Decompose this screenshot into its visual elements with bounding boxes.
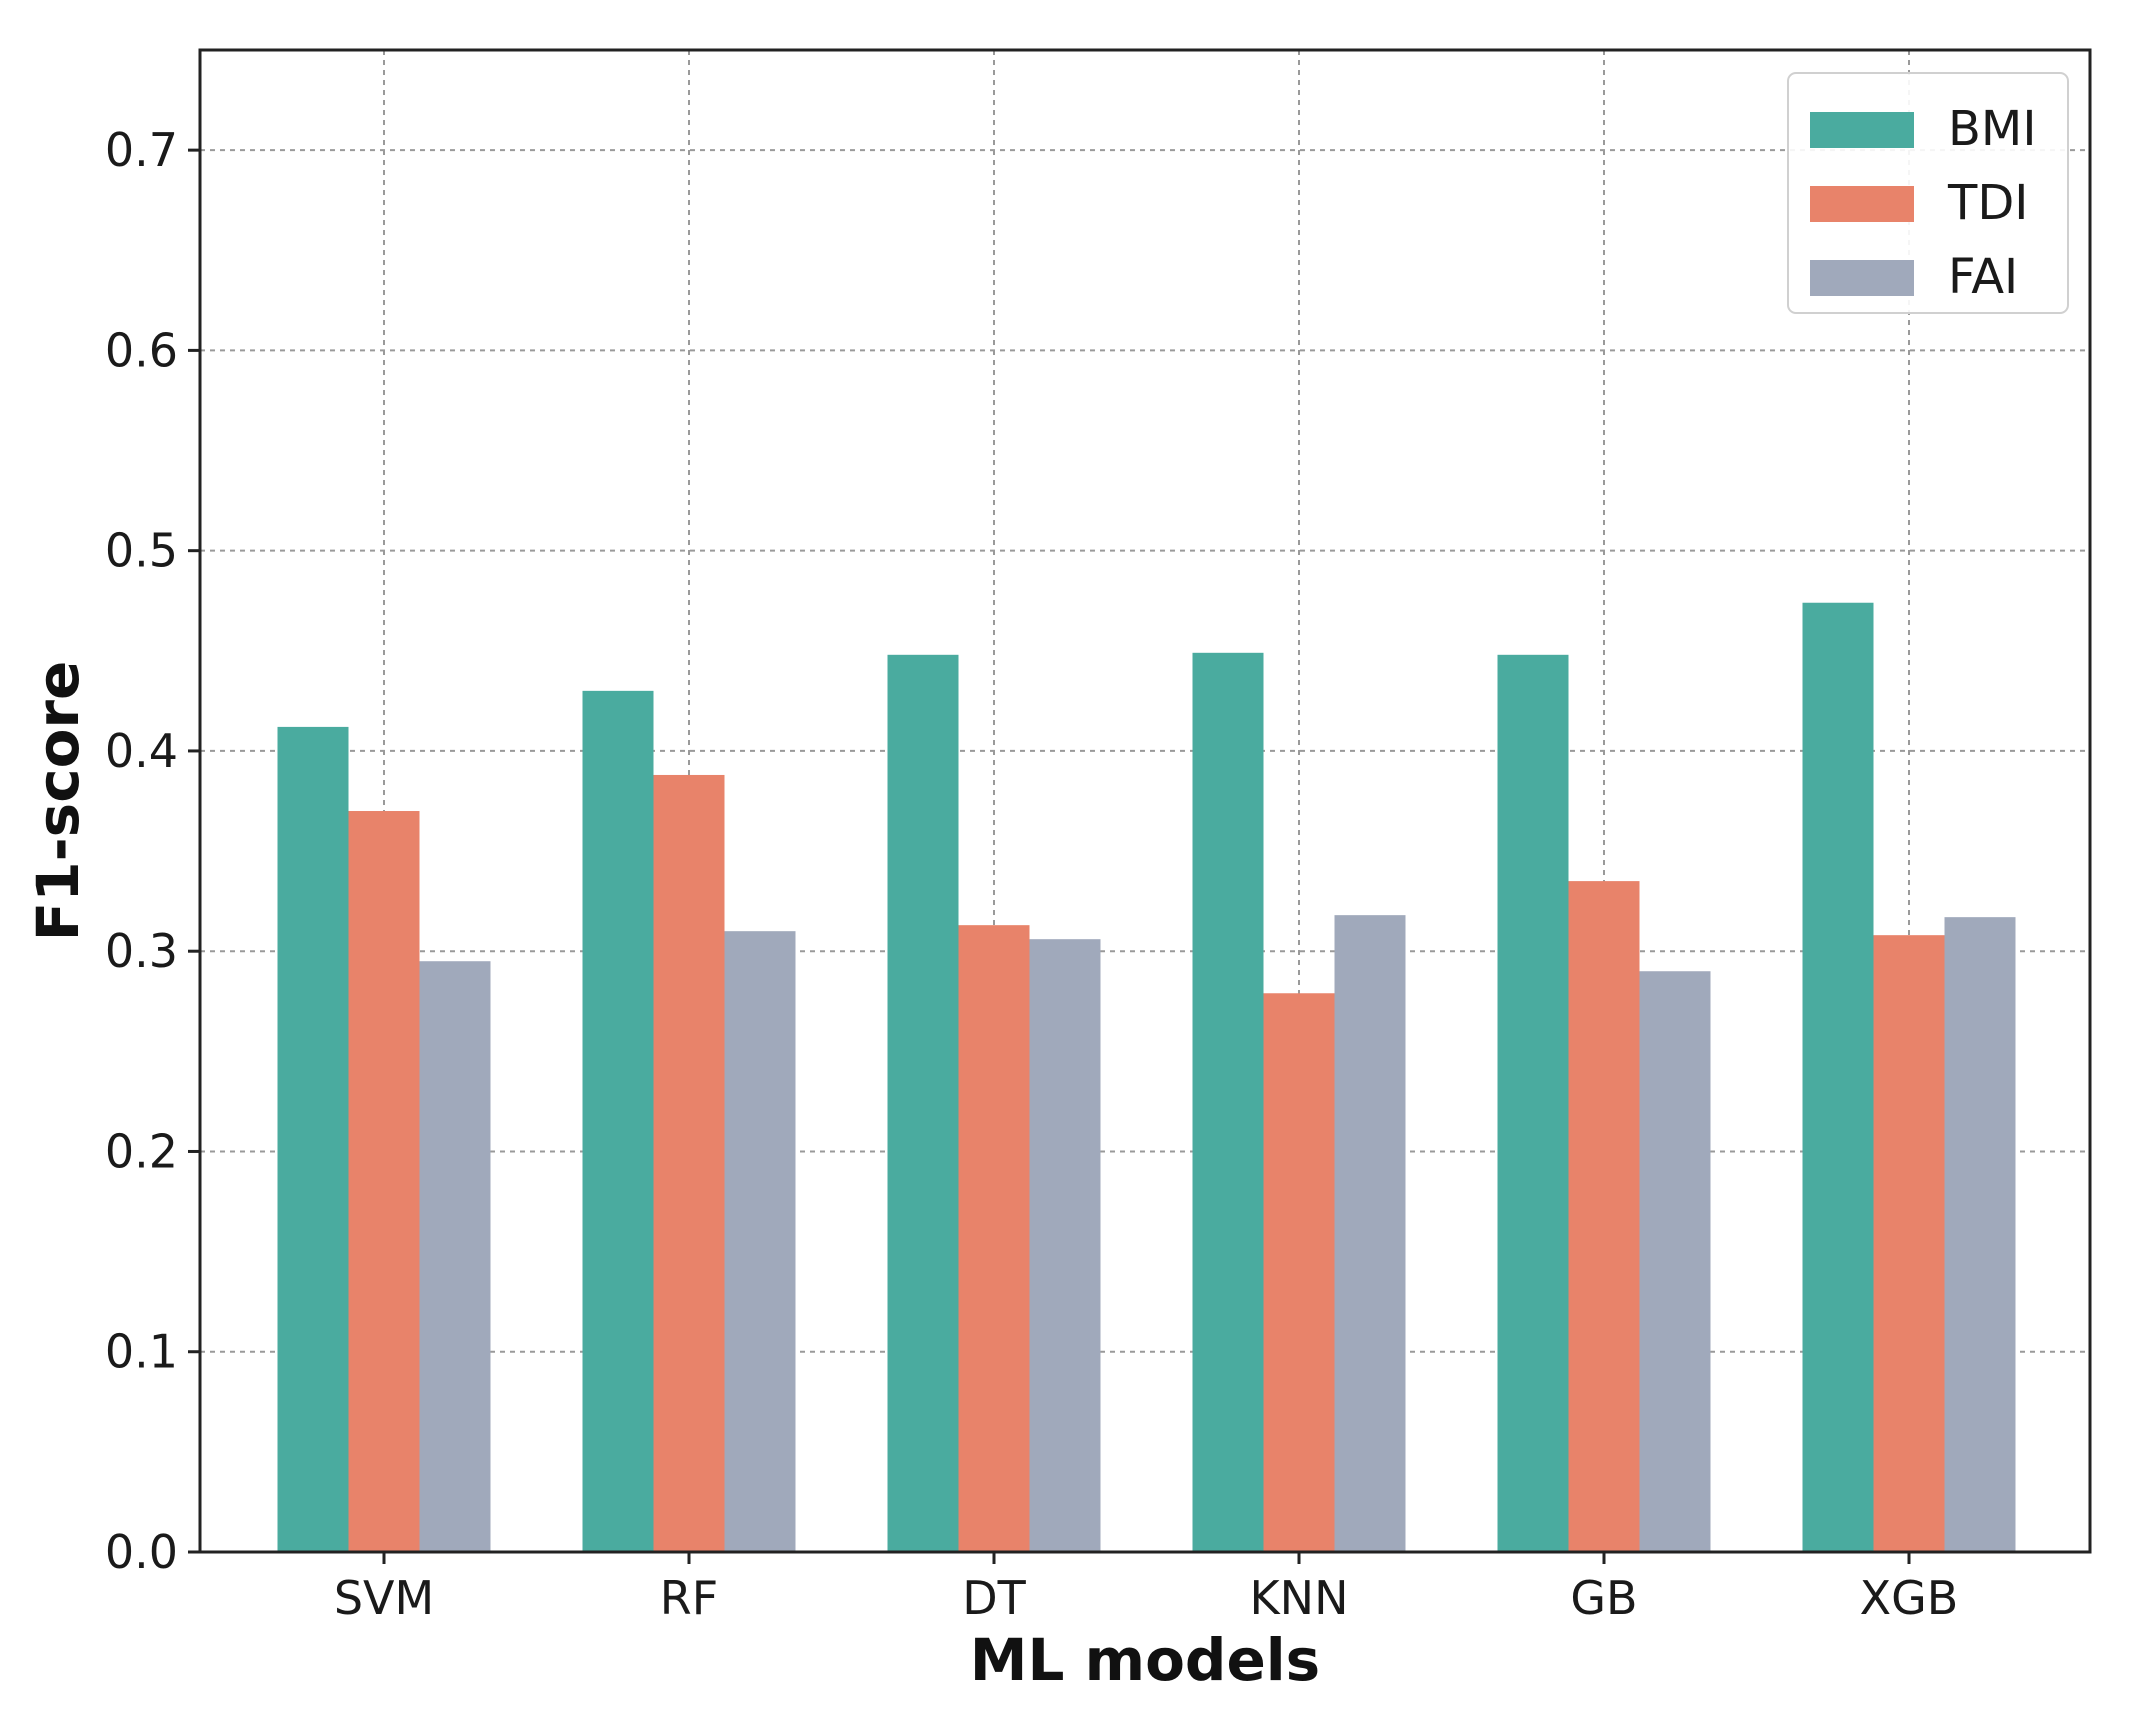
axes-layer: 0.0 0.1 0.2 0.3 0.4 0.5 0.6 0.7 SVM RF DT KNN GB XGB <box>105 123 1959 1625</box>
bar-tdi-knn: TDI KNN: 0.279 <box>1263 993 1335 1552</box>
y-tick-label: 0.6 <box>105 323 178 377</box>
bar-fai-dt: FAI DT: 0.306 <box>1029 939 1101 1552</box>
legend-label-bmi: BMI <box>1948 101 2037 157</box>
x-tick-label-dt: DT <box>962 1571 1026 1625</box>
y-tick-label: 0.1 <box>105 1325 178 1379</box>
legend-label-tdi: TDI <box>1947 175 2028 231</box>
bar-bmi-svm: BMI SVM: 0.412 <box>277 726 349 1552</box>
x-axis-title: ML models <box>970 1626 1320 1694</box>
legend-label-fai: FAI <box>1948 249 2018 305</box>
bar-tdi-xgb: TDI XGB: 0.308 <box>1873 935 1945 1552</box>
plot-frame <box>198 48 2092 1554</box>
x-tick-label-gb: GB <box>1570 1571 1637 1625</box>
x-tick-label-xgb: XGB <box>1860 1571 1959 1625</box>
bar-tdi-dt: TDI DT: 0.313 <box>958 925 1030 1552</box>
bar-bmi-rf: BMI RF: 0.43 <box>582 690 654 1552</box>
y-tick-label: 0.2 <box>105 1124 178 1178</box>
bar-bmi-xgb: BMI XGB: 0.474 <box>1802 602 1874 1552</box>
legend-swatch-bmi <box>1810 112 1914 148</box>
x-tick-label-svm: SVM <box>334 1571 434 1625</box>
bar-bmi-dt: BMI DT: 0.448 <box>887 654 959 1552</box>
y-tick-label: 0.5 <box>105 524 178 578</box>
bar-tdi-gb: TDI GB: 0.335 <box>1568 881 1640 1552</box>
bar-tdi-rf: TDI RF: 0.388 <box>653 774 725 1552</box>
bar-bmi-gb: BMI GB: 0.448 <box>1497 654 1569 1552</box>
y-tick-label: 0.7 <box>105 123 178 177</box>
legend-swatch-fai <box>1810 260 1914 296</box>
bar-bmi-knn: BMI KNN: 0.449 <box>1192 652 1264 1552</box>
bar-fai-xgb: FAI XGB: 0.317 <box>1944 917 2016 1552</box>
y-tick-label: 0.0 <box>105 1525 178 1579</box>
bar-fai-rf: FAI RF: 0.31 <box>724 931 796 1552</box>
y-tick-label: 0.3 <box>105 924 178 978</box>
y-axis-title: F1-score <box>24 661 92 942</box>
bars-layer: BMI SVM: 0.412TDI SVM: 0.37FAI SVM: 0.29… <box>277 602 2016 1552</box>
x-tick-label-knn: KNN <box>1250 1571 1349 1625</box>
bar-fai-svm: FAI SVM: 0.295 <box>419 961 491 1552</box>
bar-fai-gb: FAI GB: 0.29 <box>1639 971 1711 1552</box>
legend: BMI TDI FAI <box>1787 72 2069 314</box>
bar-tdi-svm: TDI SVM: 0.37 <box>348 811 420 1552</box>
x-tick-label-rf: RF <box>660 1571 718 1625</box>
legend-swatch-tdi <box>1810 186 1914 222</box>
bar-fai-knn: FAI KNN: 0.318 <box>1334 915 1406 1552</box>
y-tick-label: 0.4 <box>105 724 178 778</box>
